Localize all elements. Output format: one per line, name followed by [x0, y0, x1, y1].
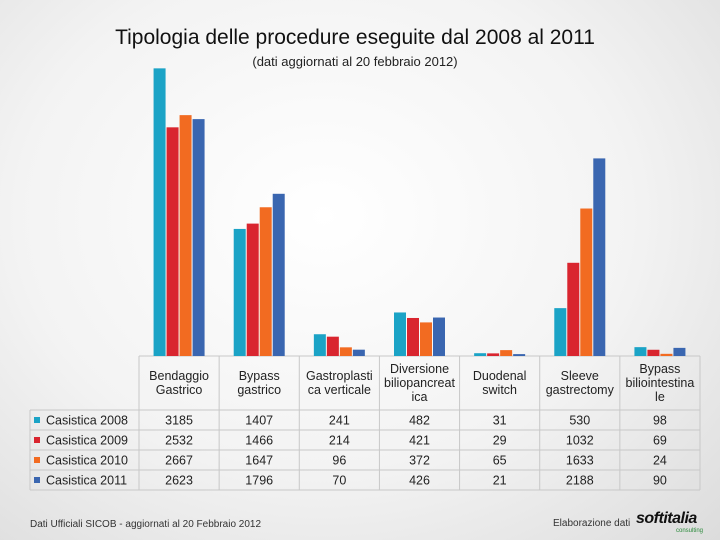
data-value: 29 — [493, 434, 507, 448]
bar — [153, 68, 166, 357]
bar — [166, 127, 179, 356]
data-value: 1407 — [245, 414, 273, 428]
legend-swatch — [34, 477, 40, 483]
bar — [554, 308, 567, 356]
data-value: 65 — [493, 454, 507, 468]
bar — [259, 207, 272, 356]
data-value: 421 — [409, 434, 430, 448]
bar — [407, 317, 419, 356]
bar — [192, 119, 205, 356]
category-label: gastrectomy — [546, 383, 615, 397]
legend-swatch — [34, 417, 40, 423]
bar — [272, 193, 285, 356]
logo-tagline: consulting — [676, 528, 704, 534]
bar — [326, 336, 339, 356]
bar — [313, 334, 326, 356]
category-label: Diversione — [390, 362, 449, 376]
data-value: 3185 — [165, 414, 193, 428]
data-value: 21 — [493, 474, 507, 488]
category-label: biliointestina — [626, 376, 695, 390]
data-value: 214 — [329, 434, 350, 448]
legend-label: Casistica 2008 — [46, 414, 128, 428]
bar — [246, 223, 259, 356]
category-label: Bypass — [639, 362, 680, 376]
legend-label: Casistica 2011 — [46, 474, 127, 488]
data-value: 96 — [332, 454, 346, 468]
data-value: 1647 — [245, 454, 273, 468]
data-value: 426 — [409, 474, 430, 488]
data-value: 69 — [653, 434, 667, 448]
data-value: 1633 — [566, 454, 594, 468]
data-value: 2532 — [165, 434, 193, 448]
data-value: 98 — [653, 414, 667, 428]
bar — [420, 322, 432, 356]
bar — [513, 354, 526, 356]
category-label: Gastrico — [156, 383, 203, 397]
data-value: 482 — [409, 414, 430, 428]
bar — [660, 353, 673, 356]
chart-subtitle: (dati aggiornati al 20 febbraio 2012) — [252, 54, 458, 69]
legend-swatch — [34, 437, 40, 443]
data-value: 1032 — [566, 434, 594, 448]
data-value: 2667 — [165, 454, 193, 468]
data-value: 530 — [569, 414, 590, 428]
softitalia-logo: softitalia — [636, 510, 697, 527]
bar — [339, 347, 352, 356]
legend-label: Casistica 2009 — [46, 434, 128, 448]
bar — [634, 347, 647, 356]
bar — [647, 349, 660, 356]
category-label: le — [655, 390, 665, 404]
category-label: Bypass — [239, 369, 280, 383]
bar — [593, 158, 606, 356]
data-value: 1466 — [245, 434, 273, 448]
bar — [487, 353, 500, 356]
credit-label: Elaborazione dati — [553, 518, 631, 529]
data-value: 70 — [332, 474, 346, 488]
bar — [567, 262, 580, 356]
category-label: Bendaggio — [149, 369, 209, 383]
category-label: Duodenal — [473, 369, 527, 383]
legend-swatch — [34, 457, 40, 463]
data-value: 31 — [493, 414, 507, 428]
data-value: 2188 — [566, 474, 594, 488]
bar — [179, 115, 192, 356]
category-label: biliopancreat — [384, 376, 455, 390]
bar — [433, 317, 445, 356]
chart-title: Tipologia delle procedure eseguite dal 2… — [115, 26, 595, 49]
data-value: 241 — [329, 414, 350, 428]
bar — [233, 228, 246, 356]
bar — [474, 353, 487, 356]
bar — [673, 347, 686, 356]
bar — [394, 312, 406, 356]
category-label: gastrico — [237, 383, 281, 397]
source-note: Dati Ufficiali SICOB - aggiornati al 20 … — [30, 519, 262, 530]
category-label: ca verticale — [308, 383, 371, 397]
category-label: Sleeve — [561, 369, 599, 383]
bar — [580, 208, 593, 356]
data-value: 1796 — [245, 474, 273, 488]
bar — [352, 349, 365, 356]
category-label: ica — [412, 390, 428, 404]
bar — [500, 350, 513, 356]
category-label: Gastroplasti — [306, 369, 373, 383]
data-value: 90 — [653, 474, 667, 488]
data-value: 2623 — [165, 474, 193, 488]
data-value: 24 — [653, 454, 667, 468]
category-label: switch — [482, 383, 517, 397]
data-value: 372 — [409, 454, 430, 468]
legend-label: Casistica 2010 — [46, 454, 128, 468]
